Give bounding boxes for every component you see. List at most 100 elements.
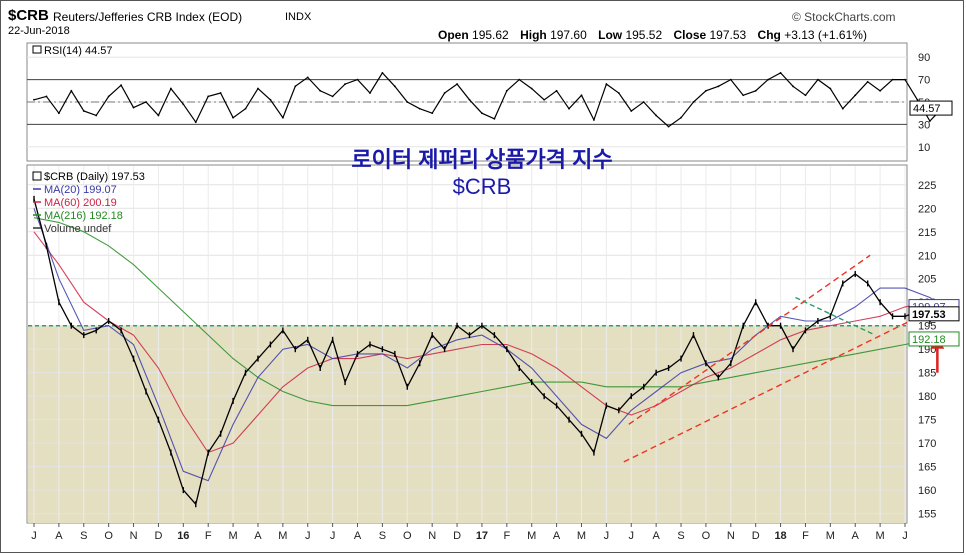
price-tick-label: 220 xyxy=(918,203,936,215)
rsi-point xyxy=(431,112,434,115)
ohlc-label: Low xyxy=(598,28,626,42)
rsi-point xyxy=(257,87,259,90)
ma-line xyxy=(33,231,943,454)
rsi-point xyxy=(928,120,931,122)
date-tick-label: A xyxy=(354,530,362,542)
rsi-point xyxy=(169,87,172,90)
rsi-tick-label: 30 xyxy=(918,119,930,131)
date-tick-label: M xyxy=(278,530,287,542)
rsi-point xyxy=(642,101,645,103)
rsi-point xyxy=(866,80,869,83)
rsi-point xyxy=(194,121,197,124)
date-tick-label: O xyxy=(702,530,711,542)
rsi-point xyxy=(207,95,210,98)
date-tick-label: M xyxy=(527,530,536,542)
stockcharts-watermark[interactable]: © StockCharts.com xyxy=(792,10,896,24)
rsi-point xyxy=(717,85,720,88)
date-tick-label: 16 xyxy=(177,530,189,542)
rsi-point xyxy=(767,78,770,81)
price-tick-label: 205 xyxy=(918,274,936,286)
rsi-tick-label: 10 xyxy=(918,142,930,154)
rsi-point xyxy=(331,95,334,98)
date-tick-label: J xyxy=(31,530,37,542)
rsi-point xyxy=(306,76,309,79)
price-line xyxy=(33,198,943,506)
date-tick-label: S xyxy=(80,530,87,542)
date-tick-label: A xyxy=(852,530,860,542)
rsi-point xyxy=(319,89,322,92)
rsi-point xyxy=(817,78,819,81)
ohlc-value: 197.53 xyxy=(709,28,750,42)
rsi-point xyxy=(232,116,234,119)
rsi-tick-label: 90 xyxy=(918,52,930,64)
rsi-point xyxy=(344,83,346,85)
rsi-point xyxy=(356,78,359,81)
rsi-point xyxy=(82,110,85,112)
rsi-point xyxy=(779,71,782,74)
ohlc-label: Close xyxy=(673,28,710,42)
rsi-point xyxy=(381,71,384,74)
rsi-point xyxy=(543,98,546,101)
price-gridlines xyxy=(28,166,906,523)
date-tick-label: D xyxy=(154,530,162,542)
rsi-point xyxy=(45,95,48,98)
price-last-value: 197.53 xyxy=(912,309,946,321)
price-last-box xyxy=(908,306,960,322)
rsi-point xyxy=(294,85,297,88)
rsi-point xyxy=(33,98,35,101)
date-tick-label: A xyxy=(254,530,262,542)
rsi-point xyxy=(132,106,135,109)
rsi-point xyxy=(792,85,794,88)
date-tick-label: A xyxy=(652,530,660,542)
price-tick-label: 180 xyxy=(918,391,936,403)
rsi-point xyxy=(829,87,832,90)
legend-label: Volume undef xyxy=(44,223,112,235)
date-tick-label: M xyxy=(577,530,586,542)
rsi-point xyxy=(841,107,844,110)
rsi-point xyxy=(879,89,882,92)
rsi-point xyxy=(481,112,483,115)
ma-line xyxy=(33,208,943,482)
date-tick-label: J xyxy=(305,530,311,542)
date-tick-label: F xyxy=(802,530,809,542)
price-tick-label: 155 xyxy=(918,509,936,521)
date-tick-label: F xyxy=(205,530,212,542)
price-axis-ticks: 2252202152102052001951901851801751701651… xyxy=(918,180,936,521)
legend-swatch xyxy=(32,171,42,181)
rsi-last-value-box xyxy=(909,100,953,116)
date-tick-label: S xyxy=(677,530,684,542)
price-tick-label: 175 xyxy=(918,415,936,427)
rsi-point xyxy=(854,94,857,97)
rsi-point xyxy=(705,89,707,92)
date-tick-label: J xyxy=(902,530,908,542)
rsi-point xyxy=(692,101,695,103)
rsi-reference-lines xyxy=(27,79,907,125)
date-tick-label: M xyxy=(228,530,237,542)
rsi-point xyxy=(468,98,471,101)
price-panel: 2252202152102052001951901851801751701651… xyxy=(26,164,960,542)
channel-line xyxy=(623,320,911,463)
ohlc-readout: Open 195.62 High 197.60 Low 195.52 Close… xyxy=(438,28,875,42)
date-tick-label: A xyxy=(55,530,63,542)
rsi-point xyxy=(555,89,558,92)
date-tick-label: O xyxy=(104,530,113,542)
date-tick-label: 17 xyxy=(476,530,488,542)
rsi-point xyxy=(617,92,620,94)
rsi-point xyxy=(742,94,745,97)
date-tick-label: F xyxy=(503,530,510,542)
date-tick-label: J xyxy=(629,530,635,542)
rsi-point xyxy=(891,78,894,81)
symbol-title: $CRB xyxy=(8,7,49,24)
date-tick-label: S xyxy=(379,530,386,542)
date-tick-label: D xyxy=(453,530,461,542)
rsi-point xyxy=(443,92,446,94)
date-tick-label: 18 xyxy=(774,530,786,542)
rsi-point xyxy=(393,85,396,88)
index-name: Reuters/Jefferies CRB Index (EOD) xyxy=(53,10,243,24)
as-of-date: 22-Jun-2018 xyxy=(8,25,70,37)
date-tick-label: J xyxy=(330,530,336,542)
rsi-point xyxy=(655,114,658,117)
ohlc-label: High xyxy=(520,28,551,42)
